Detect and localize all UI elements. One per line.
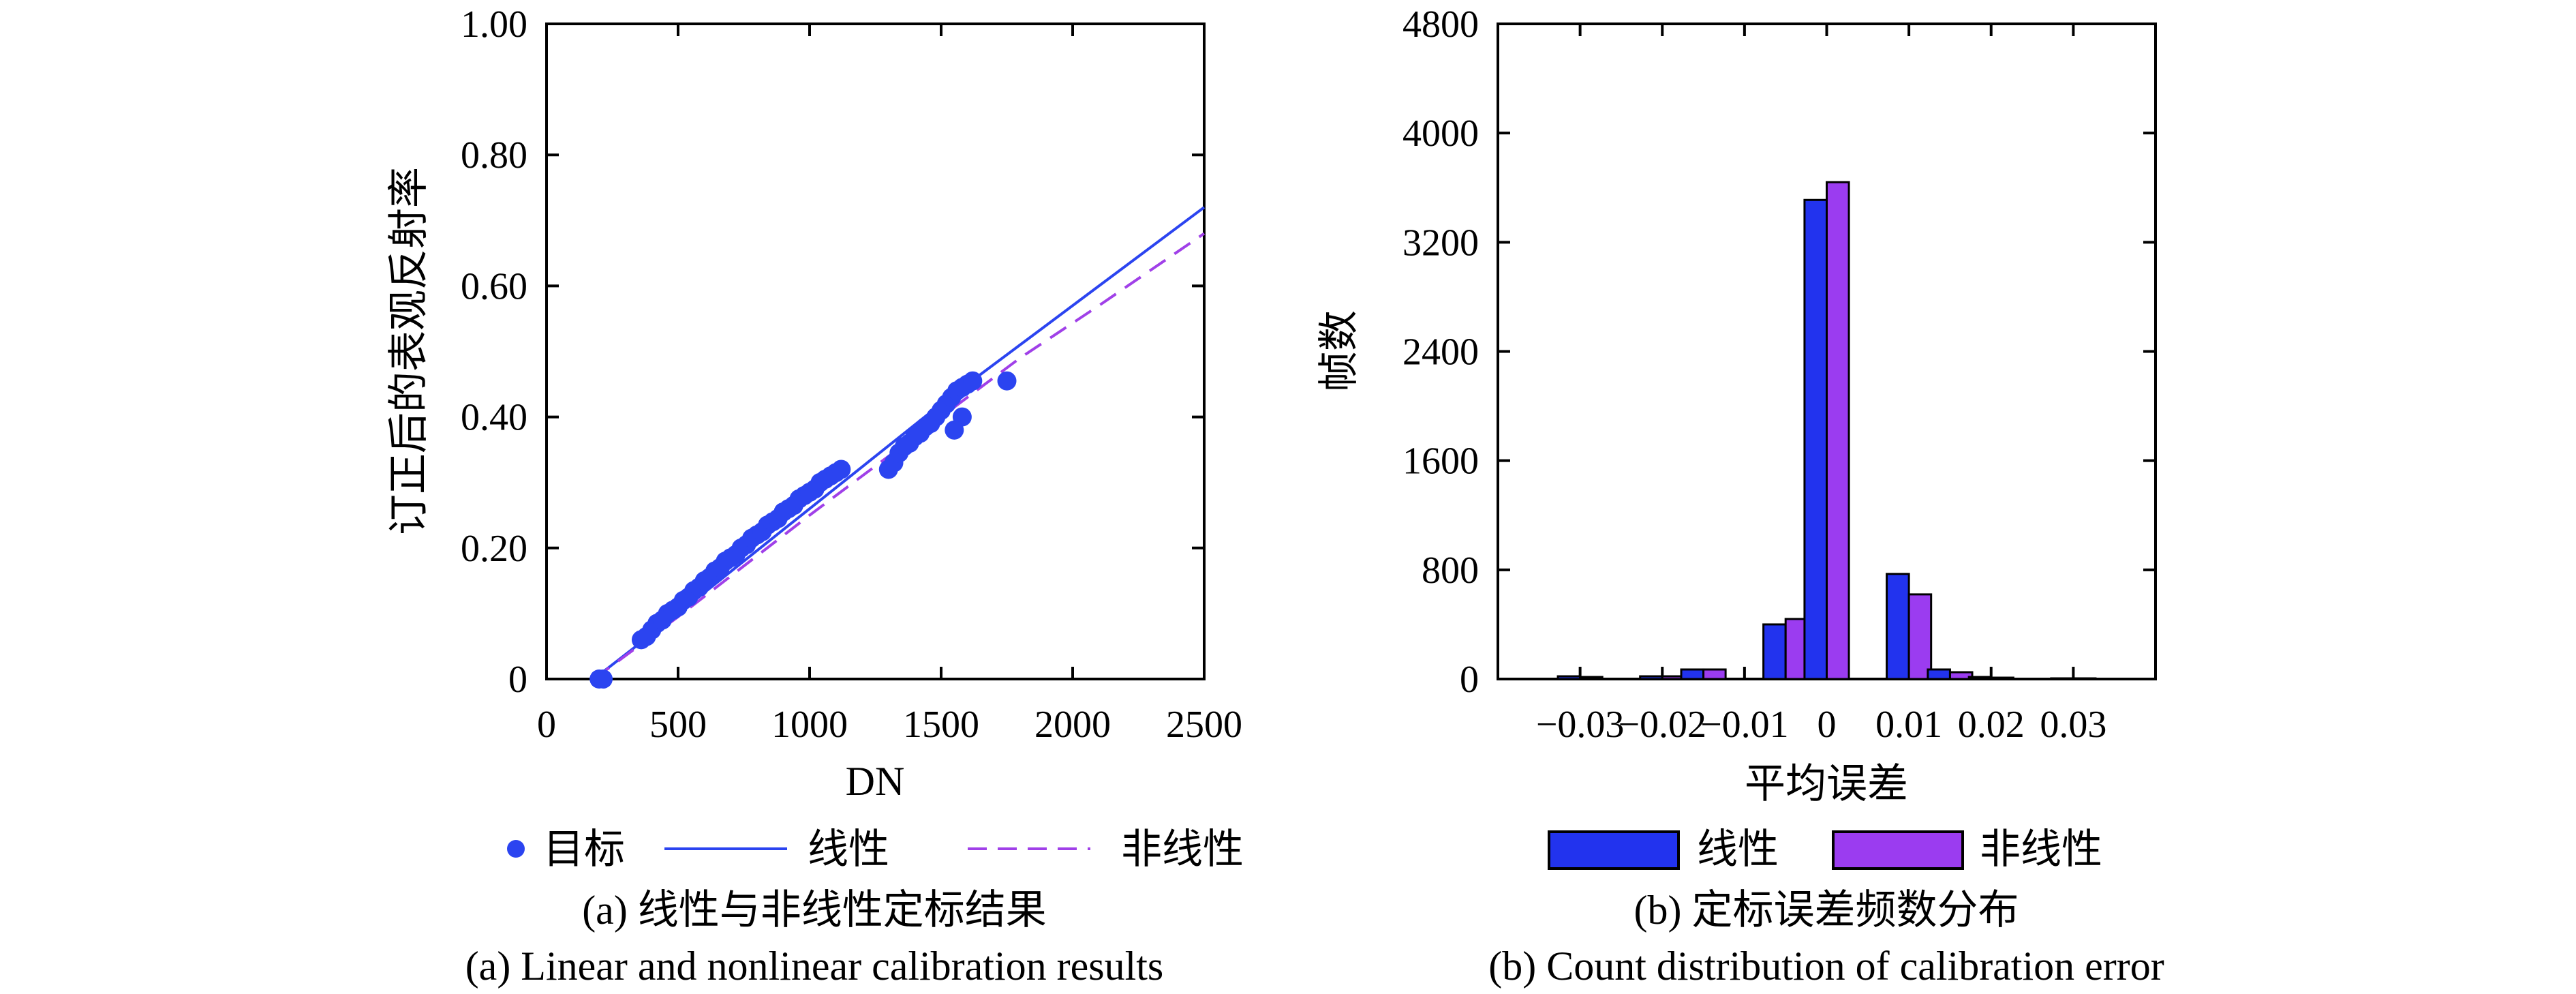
b-bars [1557, 181, 2097, 680]
a-x-tick-label: 1500 [903, 704, 979, 746]
a-x-tick-label: 500 [649, 704, 707, 746]
b-bar-linear [1639, 675, 1663, 680]
a-y-tick-label: 0.60 [461, 265, 527, 307]
a-target-point [945, 420, 964, 440]
b-y-ticks: 0 800 1600 2400 3200 4000 4800 [1402, 3, 2156, 701]
b-y-tick-label: 800 [1422, 549, 1479, 592]
b-bar-linear [1886, 573, 1910, 680]
b-legend: 线性 非线性 [1548, 827, 2102, 872]
a-x-tick-label: 1000 [771, 704, 848, 746]
b-bar-nonlinear [1826, 181, 1850, 680]
b-bar-linear [1557, 675, 1582, 680]
b-bar-nonlinear [1907, 593, 1933, 680]
b-bar-nonlinear [1990, 676, 2014, 680]
b-legend-label-linear: 线性 [1697, 827, 1779, 872]
b-bar-nonlinear [1702, 668, 1727, 680]
a-y-ticks: 0 0.20 0.40 0.60 0.80 1.00 [461, 3, 1204, 701]
a-target-point [831, 460, 851, 479]
a-x-axis-label: DN [846, 759, 905, 804]
b-y-tick-label: 1600 [1402, 440, 1479, 483]
b-x-tick-label: 0 [1818, 704, 1837, 746]
a-x-tick-label: 2500 [1166, 704, 1242, 746]
a-target-point [963, 371, 983, 391]
a-caption-cn: (a) 线性与非线性定标结果 [582, 888, 1047, 933]
b-bar-linear [2050, 677, 2074, 680]
a-legend-label-target: 目标 [543, 827, 625, 872]
b-x-axis-label: 平均误差 [1745, 762, 1908, 807]
b-x-tick-label: 0.01 [1875, 704, 1942, 746]
a-target-point [593, 669, 613, 689]
b-bar-linear [1680, 668, 1705, 680]
b-x-tick-label: −0.02 [1618, 704, 1706, 746]
a-y-tick-label: 1.00 [461, 3, 527, 46]
a-target-point [997, 371, 1017, 391]
b-y-axis-label: 帧数 [1317, 310, 1362, 392]
b-bar-nonlinear [2072, 677, 2097, 680]
b-x-ticks: −0.03−0.02−0.01 0 0.01 0.02 0.03 [1536, 24, 2106, 746]
a-legend-marker-target [507, 840, 525, 858]
b-x-tick-label: 0.03 [2040, 704, 2106, 746]
a-y-axis-label: 订正后的表观反射率 [386, 167, 431, 535]
b-y-tick-label: 0 [1460, 659, 1479, 701]
b-y-tick-label: 2400 [1402, 331, 1479, 374]
b-legend-swatch-nonlinear [1832, 830, 1964, 870]
a-y-tick-label: 0.80 [461, 134, 527, 177]
b-bar-linear [1927, 668, 1951, 680]
a-y-tick-label: 0.40 [461, 397, 527, 439]
b-caption-en: (b) Count distribution of calibration er… [1488, 944, 2164, 989]
a-y-tick-label: 0 [508, 659, 527, 701]
b-bar-nonlinear [1579, 676, 1604, 680]
a-legend: 目标 线性 非线性 [507, 827, 1244, 872]
a-legend-label-nonlinear: 非线性 [1121, 827, 1244, 872]
a-caption-en: (a) Linear and nonlinear calibration res… [465, 944, 1164, 989]
b-y-tick-label: 4800 [1402, 3, 1479, 46]
a-scatter-points [589, 371, 1017, 689]
a-y-tick-label: 0.20 [461, 528, 527, 570]
b-legend-swatch-linear [1548, 830, 1680, 870]
b-y-tick-label: 3200 [1402, 222, 1479, 264]
b-caption-cn: (b) 定标误差频数分布 [1634, 888, 2019, 933]
a-legend-label-linear: 线性 [808, 827, 889, 872]
b-x-tick-label: −0.03 [1536, 704, 1625, 746]
b-y-tick-label: 4000 [1402, 112, 1479, 155]
panel-a: 0 0.20 0.40 0.60 0.80 1.00 0 500 1000 1500 2000 25… [386, 3, 1244, 989]
panel-b: 0 800 1600 2400 3200 4000 4800 −0.03−0.02−0.01… [1317, 3, 2164, 989]
b-x-tick-label: 0.02 [1958, 704, 2025, 746]
a-x-ticks: 0 500 1000 1500 2000 2500 [537, 24, 1242, 746]
b-x-tick-label: −0.01 [1700, 704, 1789, 746]
b-bar-linear [1762, 623, 1787, 680]
b-legend-label-nonlinear: 非线性 [1980, 827, 2102, 872]
b-bar-linear [1967, 676, 1993, 680]
a-plot-frame [545, 22, 1206, 680]
b-bar-linear [1803, 198, 1828, 680]
a-x-tick-label: 2000 [1034, 704, 1111, 746]
a-x-tick-label: 0 [537, 704, 556, 746]
b-bar-nonlinear [1948, 671, 1974, 680]
